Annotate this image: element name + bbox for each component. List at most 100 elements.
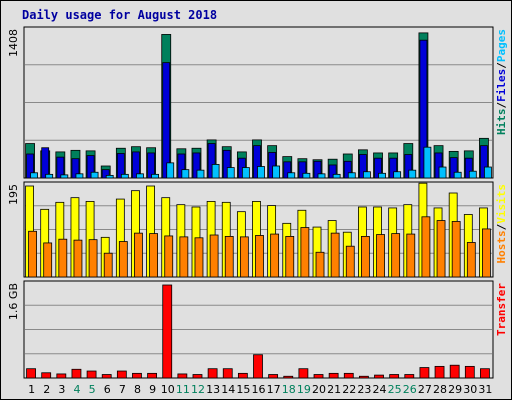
day-label-21: 21	[327, 383, 341, 396]
bar-transfer-day-24	[374, 374, 384, 379]
bar-hosts-day-4	[73, 239, 83, 278]
bar-files-day-5	[86, 155, 95, 179]
side-label-part: /	[495, 102, 508, 109]
day-label-27: 27	[418, 383, 432, 396]
bar-transfer-day-8	[132, 372, 142, 379]
day-label-7: 7	[119, 383, 126, 396]
bar-hosts-day-19	[300, 227, 310, 278]
side-label-part: Hosts	[495, 230, 508, 263]
day-label-13: 13	[206, 383, 220, 396]
bar-files-day-2	[41, 147, 50, 179]
panel-hits_files_pages-side-label: Hits/Files/Pages	[495, 29, 508, 135]
bar-transfer-day-26	[404, 374, 415, 379]
side-label-part: /	[495, 223, 508, 230]
bar-files-day-21	[328, 164, 337, 179]
bar-pages-day-14	[226, 167, 235, 179]
bar-transfer-day-4	[71, 368, 82, 379]
bar-pages-day-8	[136, 173, 144, 179]
bar-hosts-day-13	[209, 234, 219, 278]
bar-transfer-day-14	[222, 368, 233, 379]
bar-files-day-17	[268, 152, 277, 179]
bar-hosts-day-20	[315, 251, 325, 278]
bar-hosts-day-12	[194, 237, 204, 278]
bar-pages-day-2	[45, 173, 54, 179]
bar-transfer-day-27	[419, 367, 430, 379]
day-label-26: 26	[403, 383, 417, 396]
day-label-2: 2	[43, 383, 50, 396]
bar-transfer-day-5	[86, 370, 97, 379]
day-label-9: 9	[149, 383, 156, 396]
day-label-1: 1	[28, 383, 35, 396]
bar-pages-day-20	[317, 173, 326, 179]
panel-hits_files_pages-tick-label: 1408	[7, 29, 20, 57]
bar-files-day-18	[283, 161, 292, 179]
bar-pages-day-24	[378, 172, 386, 179]
day-label-31: 31	[478, 383, 492, 396]
bar-files-day-24	[374, 157, 382, 179]
bar-transfer-day-22	[343, 372, 354, 379]
day-label-19: 19	[297, 383, 311, 396]
bar-hosts-day-23	[361, 235, 370, 278]
bar-pages-day-10	[166, 162, 175, 179]
bar-files-day-16	[253, 145, 261, 179]
day-label-5: 5	[89, 383, 96, 396]
bar-hosts-day-2	[43, 242, 53, 278]
bar-files-day-19	[298, 161, 307, 179]
bar-files-day-7	[116, 153, 125, 179]
day-label-23: 23	[357, 383, 371, 396]
bar-transfer-day-3	[56, 373, 67, 379]
bar-hosts-day-3	[58, 238, 68, 278]
bar-transfer-day-21	[328, 372, 339, 379]
bar-pages-day-5	[90, 171, 99, 179]
bar-files-day-12	[192, 152, 201, 179]
day-label-14: 14	[221, 383, 235, 396]
day-label-11: 11	[176, 383, 190, 396]
day-label-25: 25	[388, 383, 402, 396]
chart-title: Daily usage for August 2018	[22, 8, 217, 22]
bar-transfer-day-2	[41, 372, 52, 379]
bar-files-day-14	[222, 149, 231, 179]
day-label-8: 8	[134, 383, 141, 396]
bar-hosts-day-5	[88, 239, 98, 278]
side-label-part: Visits	[495, 184, 508, 224]
bar-pages-day-23	[363, 171, 371, 179]
bar-pages-day-25	[393, 171, 402, 179]
bar-pages-day-4	[75, 173, 84, 179]
bar-transfer-day-9	[147, 372, 157, 379]
bar-pages-day-27	[423, 146, 432, 179]
bar-transfer-day-23	[359, 375, 369, 379]
side-label-part: Hits	[495, 109, 508, 136]
bar-files-day-30	[464, 157, 473, 179]
bar-files-day-29	[449, 157, 458, 179]
panel-visits_hosts-tick-label: 195	[7, 184, 20, 205]
bar-transfer-day-17	[268, 374, 279, 379]
panel-visits_hosts-side-label: Hosts/Visits	[495, 184, 508, 264]
bar-hosts-day-17	[270, 233, 280, 278]
day-label-16: 16	[252, 383, 266, 396]
bar-files-day-3	[56, 156, 65, 179]
bar-pages-day-11	[181, 169, 190, 179]
bar-files-day-4	[71, 158, 80, 179]
bar-files-day-20	[313, 160, 322, 179]
bar-hosts-day-6	[103, 252, 113, 278]
bar-hosts-day-30	[466, 242, 476, 278]
bar-pages-day-13	[211, 164, 220, 179]
bar-hosts-day-18	[285, 235, 295, 278]
bar-transfer-day-31	[480, 368, 490, 379]
bar-files-day-28	[434, 152, 443, 179]
day-label-4: 4	[73, 383, 80, 396]
bar-transfer-day-1	[26, 368, 36, 379]
side-label-part: Transfer	[495, 283, 508, 336]
bar-transfer-day-12	[192, 374, 203, 379]
day-label-3: 3	[58, 383, 65, 396]
bar-transfer-day-28	[434, 365, 445, 379]
bar-pages-day-21	[332, 173, 341, 179]
bar-files-day-13	[207, 143, 216, 179]
day-axis: 1 2 3 4 5 6 7 8 9 10 11 12 13 14 15 16 17 18 19 20 21 22 23 24 2…	[28, 383, 492, 396]
bar-pages-day-16	[257, 166, 265, 179]
bar-pages-day-1	[30, 172, 38, 179]
bar-hosts-day-10	[164, 235, 174, 278]
bar-pages-day-6	[105, 174, 114, 179]
